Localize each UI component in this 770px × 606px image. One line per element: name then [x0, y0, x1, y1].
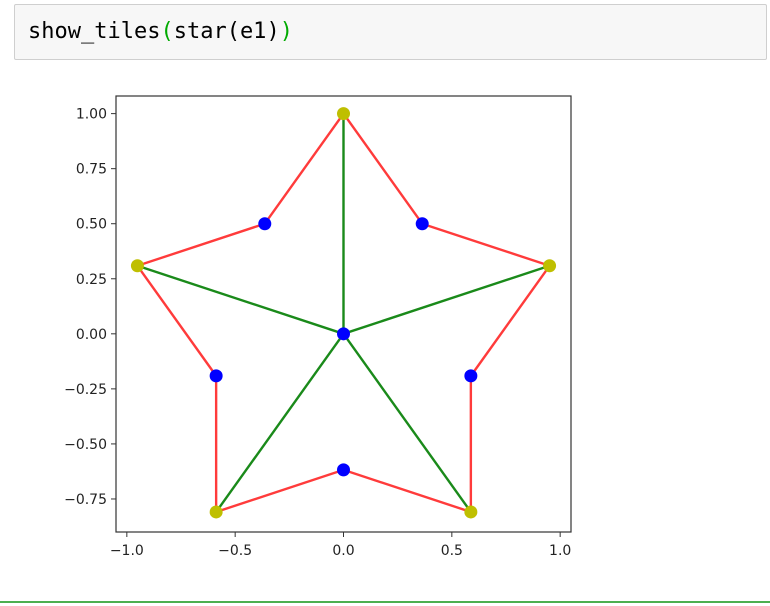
- tip-point-3: [209, 505, 223, 519]
- code-function-show-tiles: show_tiles: [28, 19, 161, 44]
- y-tick-label-2: 0.50: [76, 217, 107, 233]
- spoke-line-3: [215, 333, 345, 513]
- inner-point-4: [258, 217, 272, 231]
- code-cell[interactable]: show_tiles(star(e1)): [14, 4, 767, 60]
- spoke-line-4: [137, 264, 344, 335]
- code-line[interactable]: show_tiles(star(e1)): [28, 19, 293, 45]
- code-function-star: star: [173, 19, 227, 44]
- code-open-paren-inner: (: [226, 19, 240, 44]
- tip-point-2: [464, 505, 478, 519]
- inner-point-1: [464, 369, 478, 383]
- spoke-line-1: [343, 264, 550, 335]
- code-open-paren-outer: (: [160, 19, 174, 44]
- y-tick-label-1: 0.75: [76, 162, 107, 178]
- inner-point-2: [337, 463, 350, 477]
- y-tick-label-3: 0.25: [76, 272, 107, 288]
- y-tick-label-7: −0.75: [64, 492, 107, 508]
- inner-point-0: [415, 217, 429, 231]
- tip-point-4: [130, 259, 144, 273]
- spoke-line-2: [342, 333, 472, 513]
- x-tick-label-3: 0.5: [441, 543, 463, 559]
- tip-point-1: [543, 259, 557, 273]
- tip-point-0: [337, 107, 350, 121]
- cell-divider: [0, 601, 770, 603]
- inner-point-3: [209, 369, 223, 383]
- x-tick-label-0: −1.0: [110, 543, 144, 559]
- code-close-paren-inner: ): [266, 19, 280, 44]
- y-tick-label-6: −0.50: [64, 437, 107, 453]
- y-tick-label-4: 0.00: [76, 327, 107, 343]
- x-tick-label-4: 1.0: [549, 543, 571, 559]
- output-area: −1.0 −0.5 0.0 0.5 1.0 1.00 0.75 0.50 0.25 0.00 −0.…: [0, 60, 770, 600]
- code-argument: e1: [239, 19, 267, 44]
- star-tiles-plot: −1.0 −0.5 0.0 0.5 1.0 1.00 0.75 0.50 0.25 0.00 −0.…: [64, 95, 572, 559]
- inner-point-5: [337, 327, 350, 341]
- x-tick-label-2: 0.0: [332, 543, 354, 559]
- y-tick-label-5: −0.25: [64, 382, 107, 398]
- code-close-paren-outer: ): [279, 19, 293, 44]
- x-tick-label-1: −0.5: [218, 543, 252, 559]
- y-tick-label-0: 1.00: [76, 107, 107, 123]
